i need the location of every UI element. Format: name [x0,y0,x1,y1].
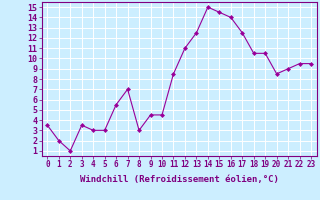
X-axis label: Windchill (Refroidissement éolien,°C): Windchill (Refroidissement éolien,°C) [80,175,279,184]
